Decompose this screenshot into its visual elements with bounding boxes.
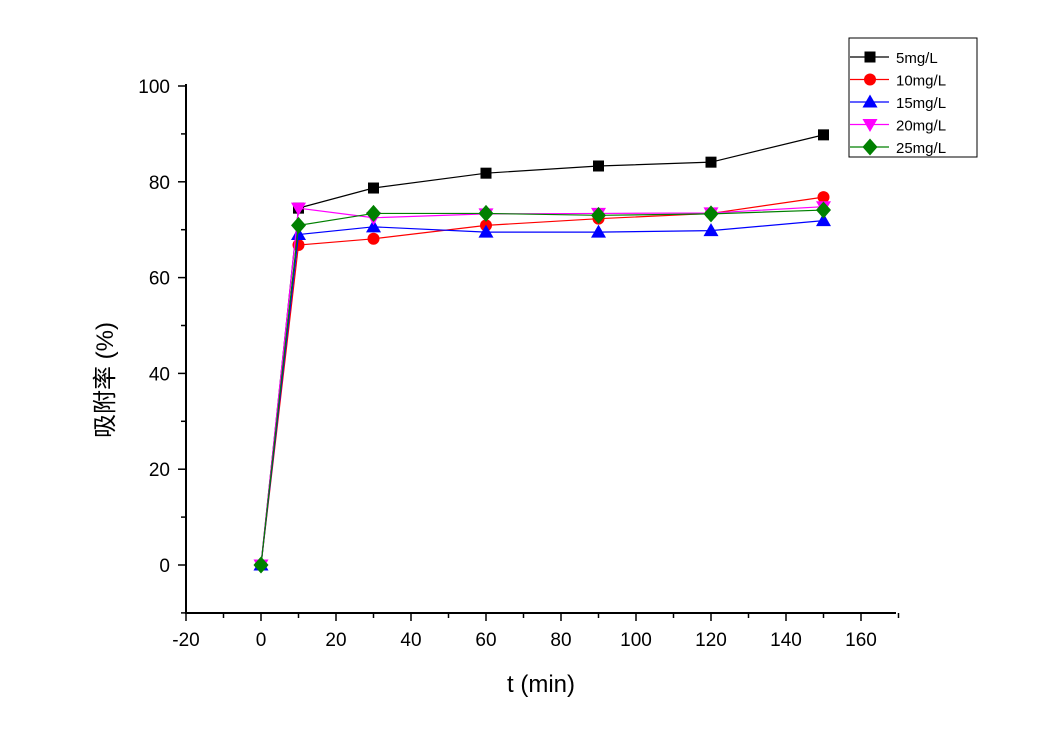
legend-label: 20mg/L <box>896 118 946 135</box>
series-line <box>260 196 824 566</box>
y-tick-label: 80 <box>149 173 170 194</box>
x-tick-label: -20 <box>172 630 199 651</box>
legend-marker <box>862 138 878 156</box>
data-point <box>478 224 494 238</box>
series-line <box>260 134 824 566</box>
x-tick-label: 40 <box>400 630 421 651</box>
y-axis-title: 吸附率 (%) <box>92 322 119 438</box>
x-tick-label: 140 <box>770 630 802 651</box>
legend-label: 10mg/L <box>896 73 946 90</box>
axes: -20 0 20 40 60 80 100 120 140 160 0 20 40 60 80 100 <box>138 77 900 651</box>
data-point <box>480 167 492 179</box>
data-point <box>817 191 830 204</box>
x-tick-label: 80 <box>550 630 571 651</box>
data-point <box>478 204 494 222</box>
data-point <box>816 213 831 227</box>
data-point <box>593 160 604 172</box>
legend-item: 25mg/L <box>850 138 946 157</box>
legend-label: 5mg/L <box>896 50 938 67</box>
y-tick-label: 100 <box>138 77 170 98</box>
data-point <box>703 223 719 237</box>
legend-marker <box>862 94 878 108</box>
series-25mg-per-L <box>253 201 831 574</box>
data-point <box>368 182 379 194</box>
y-tick-label: 0 <box>159 556 170 577</box>
legend-label: 25mg/L <box>896 140 946 157</box>
data-point <box>366 204 381 222</box>
series-20mg-per-L <box>253 201 831 573</box>
legend-item: 5mg/L <box>850 50 938 67</box>
y-tick-label: 20 <box>149 460 170 481</box>
series-line <box>260 220 824 566</box>
y-tick-label: 60 <box>149 269 170 290</box>
series-5mg-per-L <box>255 129 829 571</box>
data-point <box>591 206 606 224</box>
x-tick-label: 120 <box>695 630 727 651</box>
legend-marker <box>864 51 876 63</box>
legend-item: 15mg/L <box>850 94 946 112</box>
data-point <box>366 219 381 233</box>
x-tick-label: 20 <box>325 630 346 651</box>
data-point <box>367 232 380 245</box>
legend-marker <box>864 73 876 86</box>
data-point <box>291 202 306 216</box>
legend-marker <box>862 119 878 132</box>
x-tick-label: 60 <box>475 630 496 651</box>
legend-item: 10mg/L <box>850 73 946 90</box>
series-line <box>260 206 824 566</box>
x-axis-title: t (min) <box>507 671 575 698</box>
x-tick-label: 160 <box>845 630 877 651</box>
legend-item: 20mg/L <box>850 118 946 135</box>
data-point <box>591 224 606 238</box>
data-point <box>818 129 829 141</box>
series-15mg-per-L <box>253 213 831 571</box>
x-tick-label: 100 <box>620 630 652 651</box>
x-tick-label: 0 <box>256 630 267 651</box>
data-point <box>816 201 831 219</box>
legend-label: 15mg/L <box>896 95 946 112</box>
data-point <box>291 216 306 234</box>
series-10mg-per-L <box>255 191 830 571</box>
data-point <box>703 205 719 223</box>
y-tick-label: 40 <box>149 364 170 385</box>
series-group <box>253 129 831 574</box>
legend: 5mg/L 10mg/L 15mg/L 20mg/L 25mg/L <box>848 37 978 158</box>
data-point <box>253 556 269 574</box>
data-point <box>705 156 717 168</box>
series-line <box>260 209 824 566</box>
